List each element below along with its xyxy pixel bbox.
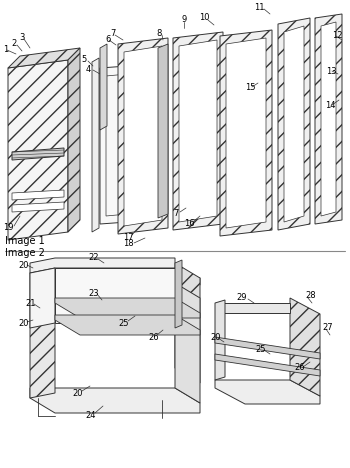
Text: 4: 4 xyxy=(86,66,91,74)
Text: 26: 26 xyxy=(148,334,159,343)
Text: 21: 21 xyxy=(25,299,35,307)
Polygon shape xyxy=(92,58,99,232)
Text: 15: 15 xyxy=(245,83,255,93)
Polygon shape xyxy=(226,38,266,228)
Polygon shape xyxy=(215,380,320,404)
Polygon shape xyxy=(30,268,55,398)
Text: 6: 6 xyxy=(105,36,110,44)
Polygon shape xyxy=(215,337,320,359)
Text: 7: 7 xyxy=(110,29,116,38)
Text: 25: 25 xyxy=(118,319,128,328)
Text: Image 2: Image 2 xyxy=(5,248,45,258)
Text: 5: 5 xyxy=(81,56,86,65)
Text: 19: 19 xyxy=(3,224,14,233)
Text: 18: 18 xyxy=(123,240,134,249)
Polygon shape xyxy=(175,260,182,328)
Text: 1: 1 xyxy=(3,45,8,54)
Polygon shape xyxy=(290,298,320,396)
Text: 16: 16 xyxy=(184,219,195,228)
Polygon shape xyxy=(100,44,107,130)
Text: 12: 12 xyxy=(332,31,343,41)
Polygon shape xyxy=(80,263,200,285)
Text: 28: 28 xyxy=(305,292,316,300)
Text: 3: 3 xyxy=(19,34,24,43)
Polygon shape xyxy=(30,258,175,273)
Polygon shape xyxy=(278,18,310,230)
Text: 9: 9 xyxy=(181,15,186,24)
Text: 29: 29 xyxy=(236,293,246,302)
Polygon shape xyxy=(55,315,200,335)
Polygon shape xyxy=(175,283,200,403)
Polygon shape xyxy=(284,26,304,222)
Polygon shape xyxy=(100,64,155,224)
Text: 8: 8 xyxy=(156,29,161,38)
Polygon shape xyxy=(315,14,342,224)
Polygon shape xyxy=(68,48,80,232)
Polygon shape xyxy=(215,354,320,376)
Text: 7: 7 xyxy=(173,210,178,219)
Polygon shape xyxy=(158,44,168,218)
Polygon shape xyxy=(8,60,68,240)
Polygon shape xyxy=(220,30,272,236)
Polygon shape xyxy=(215,300,225,380)
Polygon shape xyxy=(12,148,64,160)
Text: 17: 17 xyxy=(123,234,134,242)
Polygon shape xyxy=(30,268,55,328)
Polygon shape xyxy=(124,46,162,226)
Text: 24: 24 xyxy=(85,411,96,421)
Polygon shape xyxy=(173,32,223,230)
Text: 20: 20 xyxy=(72,388,83,397)
Text: 27: 27 xyxy=(322,323,332,332)
Polygon shape xyxy=(175,263,200,383)
Text: 11: 11 xyxy=(254,3,265,13)
Text: 20: 20 xyxy=(18,261,28,270)
Text: 22: 22 xyxy=(88,254,98,263)
Text: 20: 20 xyxy=(210,334,220,343)
Text: 20: 20 xyxy=(18,319,28,328)
Polygon shape xyxy=(12,202,64,212)
Polygon shape xyxy=(55,298,200,318)
Text: 13: 13 xyxy=(326,67,337,76)
Text: 25: 25 xyxy=(255,345,266,354)
Text: 23: 23 xyxy=(88,288,99,298)
Polygon shape xyxy=(179,40,217,222)
Polygon shape xyxy=(12,190,64,200)
Text: 26: 26 xyxy=(294,364,304,373)
Text: 10: 10 xyxy=(199,14,210,22)
Text: 2: 2 xyxy=(11,39,16,49)
Text: 14: 14 xyxy=(325,102,336,110)
Text: Image 1: Image 1 xyxy=(5,236,45,246)
Polygon shape xyxy=(8,48,80,68)
Polygon shape xyxy=(30,388,200,413)
Polygon shape xyxy=(321,22,336,216)
Polygon shape xyxy=(118,38,168,234)
Polygon shape xyxy=(215,303,290,313)
Polygon shape xyxy=(55,268,175,323)
